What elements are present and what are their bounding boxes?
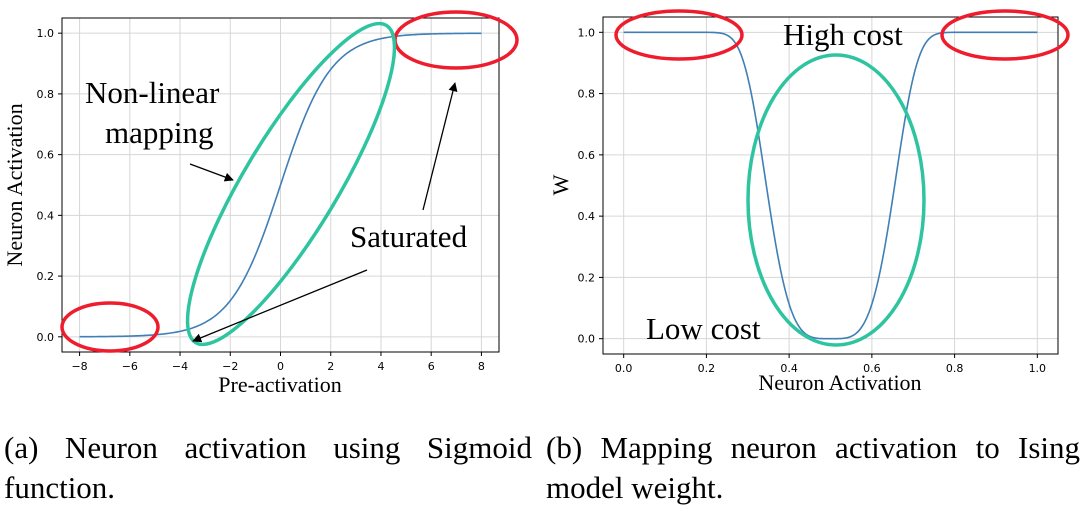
chart-b-xtick-label: 0.4	[780, 362, 798, 375]
chart-a-ytick-label: 0.6	[37, 149, 55, 162]
chart-a-ticks: −8 −6 −4 −2 0 2 4 6 8 0.0 0.2 0.4 0.6 0.8 1.0	[37, 27, 485, 373]
chart-b-xlabel: Neuron Activation	[758, 370, 921, 395]
chart-a-xtick-label: −6	[122, 360, 138, 373]
annotation-non-linear: Non-linear	[85, 75, 220, 110]
annotation-high-cost: High cost	[783, 17, 903, 52]
chart-b-ticks: 0.0 0.2 0.4 0.6 0.8 1.0 0.0 0.2 0.4 0.6 0.8 1.0	[578, 26, 1047, 375]
chart-a-ytick-label: 0.4	[37, 209, 55, 222]
chart-b-ylabel: W	[548, 174, 573, 195]
saturated-region-left-ellipse	[60, 301, 160, 353]
chart-a-frame	[61, 17, 500, 353]
chart-a-xtick-label: 2	[327, 360, 334, 373]
chart-a-ytick-label: 1.0	[37, 27, 55, 40]
chart-b-ytick-label: 0.0	[578, 333, 596, 346]
chart-b-xtick-label: 0.0	[615, 362, 633, 375]
chart-a-ylabel: Neuron Activation	[2, 103, 27, 266]
arrow-to-saturated-right	[422, 82, 458, 211]
chart-a-xtick-label: 4	[377, 360, 384, 373]
high-cost-right-ellipse	[940, 9, 1070, 61]
chart-b-xtick-label: 0.2	[698, 362, 716, 375]
chart-b-weight-line	[623, 31, 1038, 340]
chart-a: −8 −6 −4 −2 0 2 4 6 8 0.0 0.2 0.4 0.6 0.8 1.0 Pre-acti…	[2, 10, 519, 397]
chart-b-ytick-label: 0.6	[578, 149, 596, 162]
annotation-low-cost: Low cost	[646, 311, 761, 346]
high-cost-left-ellipse	[614, 9, 744, 61]
annotation-mapping: mapping	[105, 115, 214, 150]
chart-a-xtick-label: 6	[428, 360, 435, 373]
chart-b-ytick-label: 1.0	[578, 26, 596, 39]
annotation-saturated: Saturated	[350, 219, 468, 254]
chart-a-ytick-label: 0.0	[37, 331, 55, 344]
chart-b-ytick-label: 0.4	[578, 210, 596, 223]
chart-b-frame	[602, 16, 1059, 355]
chart-a-ytick-label: 0.2	[37, 270, 55, 283]
chart-b-grid	[603, 17, 1058, 354]
chart-a-sigmoid-line	[79, 32, 482, 338]
caption-b: (b) Mapping neuron activation to Ising m…	[546, 430, 1080, 505]
caption-a: (a) Neuron activation using Sigmoid func…	[4, 430, 532, 505]
chart-a-xtick-label: −8	[71, 360, 87, 373]
chart-a-ytick-label: 0.8	[37, 88, 55, 101]
chart-a-xlabel: Pre-activation	[218, 372, 341, 397]
arrow-to-non-linear	[189, 163, 234, 182]
non-linear-region-ellipse	[185, 21, 397, 347]
chart-b-ytick-label: 0.8	[578, 88, 596, 101]
chart-b-xtick-label: 1.0	[1029, 362, 1047, 375]
chart-b: 0.0 0.2 0.4 0.6 0.8 1.0 0.0 0.2 0.4 0.6 0.8 1.0 Neu…	[548, 9, 1070, 395]
chart-b-xtick-label: 0.6	[863, 362, 881, 375]
chart-b-ytick-label: 0.2	[578, 271, 596, 284]
arrow-to-saturated-left	[192, 269, 368, 343]
chart-a-xtick-label: 0	[277, 360, 284, 373]
chart-b-xtick-label: 0.8	[946, 362, 964, 375]
chart-a-xtick-label: 8	[478, 360, 485, 373]
chart-a-xtick-label: −2	[222, 360, 238, 373]
chart-a-xtick-label: −4	[172, 360, 188, 373]
low-cost-ellipse	[746, 53, 926, 347]
